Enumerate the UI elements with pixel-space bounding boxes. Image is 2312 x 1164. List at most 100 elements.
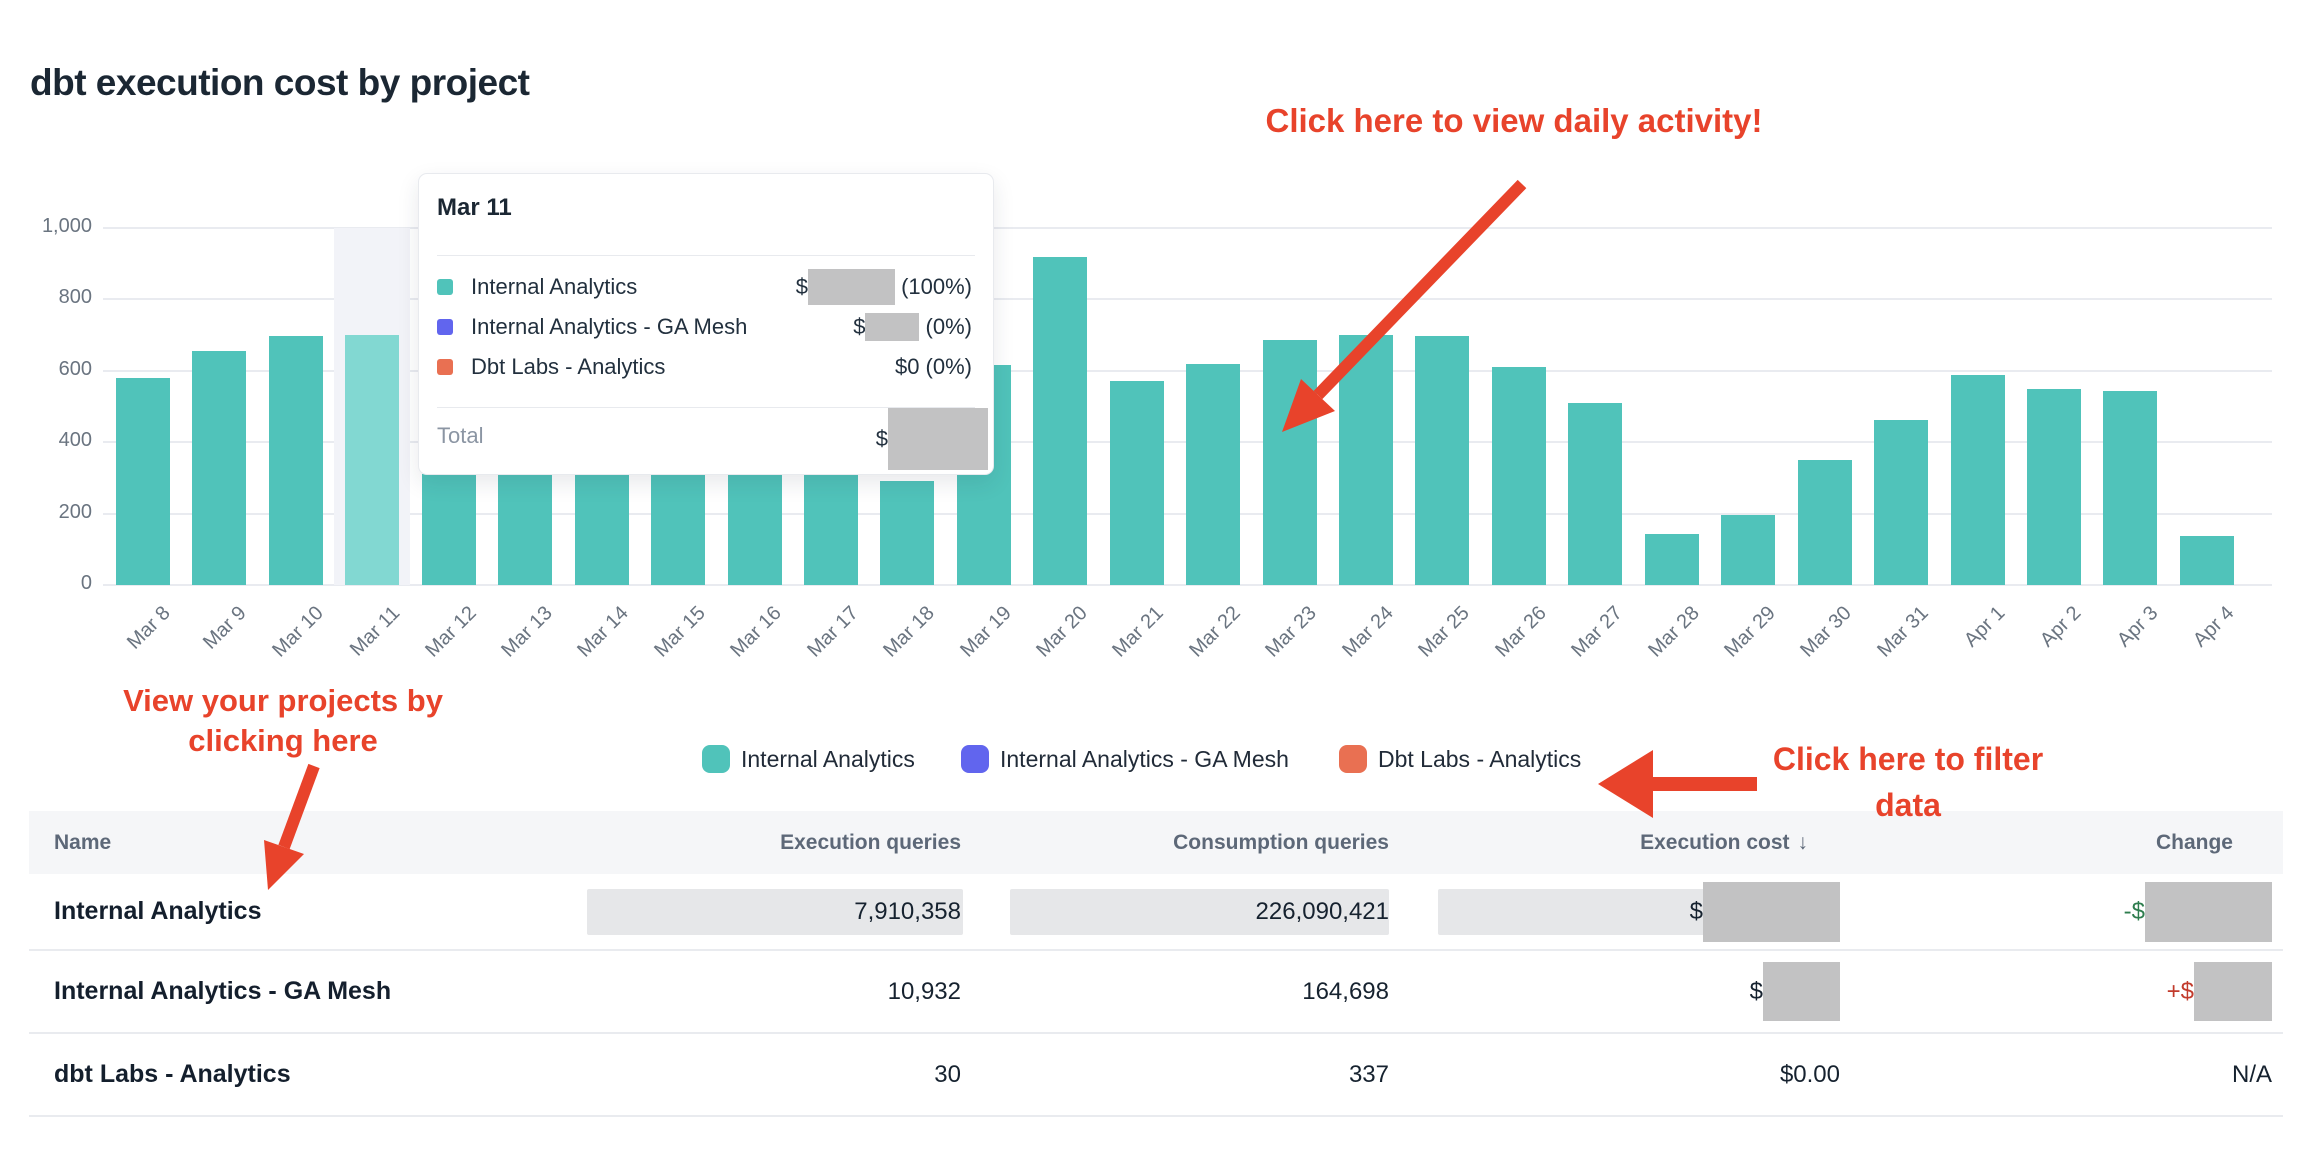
- legend-label: Dbt Labs - Analytics: [1378, 745, 1582, 772]
- column-header-change[interactable]: Change: [2155, 830, 2233, 854]
- arrow-to-table-row: [264, 763, 320, 890]
- x-axis-tick-label: Mar 12: [420, 602, 481, 662]
- bar-mar-29[interactable]: [1721, 515, 1776, 585]
- x-axis-tick-label: Mar 14: [573, 602, 634, 662]
- tooltip-total-value: $: [876, 408, 988, 470]
- bar-mar-17[interactable]: [803, 474, 858, 585]
- x-axis-tick-label: Apr 3: [2112, 602, 2163, 652]
- project-name-cell[interactable]: Internal Analytics - GA Mesh: [54, 977, 392, 1005]
- legend-item-3[interactable]: Dbt Labs - Analytics: [1339, 745, 1581, 773]
- bar-mar-16[interactable]: [727, 474, 782, 585]
- tooltip-row-value: $0 (0%): [894, 354, 972, 379]
- bar-mar-22[interactable]: [1186, 364, 1241, 585]
- x-axis-tick-label: Mar 30: [1796, 602, 1857, 662]
- legend-swatch-icon: [437, 319, 453, 335]
- page-title: dbt execution cost by project: [30, 62, 530, 103]
- change-prefix: -$: [2123, 897, 2145, 925]
- table-row[interactable]: Internal Analytics 7,910,358 226,090,421 $ -…: [29, 874, 2283, 951]
- x-axis-tick-label: Mar 29: [1720, 602, 1780, 662]
- change-cell: +$: [2167, 951, 2272, 1032]
- annotation-daily-activity: Click here to view daily activity!: [1265, 102, 1763, 139]
- bar-mar-8[interactable]: [116, 378, 170, 585]
- column-header-execution-cost[interactable]: Execution cost ↓: [1640, 830, 1808, 854]
- project-name-cell[interactable]: Internal Analytics: [54, 897, 262, 925]
- value-percent: (0%): [919, 314, 972, 339]
- value-prefix: $: [795, 274, 808, 299]
- x-axis-tick-label: Mar 25: [1414, 602, 1475, 662]
- legend-item-1[interactable]: Internal Analytics: [702, 745, 915, 773]
- legend-label: Internal Analytics: [741, 745, 915, 772]
- bar-mar-21[interactable]: [1109, 381, 1164, 585]
- x-axis-tick-label: Mar 27: [1567, 602, 1627, 662]
- execution-cost-cell: $0.00: [1779, 1060, 1840, 1088]
- bar-mar-11[interactable]: [345, 335, 400, 585]
- bar-apr-3[interactable]: [2103, 391, 2158, 585]
- table-row[interactable]: dbt Labs - Analytics 30 337 $0.00 N/A: [29, 1034, 2283, 1117]
- legend-swatch-icon: [437, 279, 453, 295]
- bar-mar-25[interactable]: [1415, 336, 1470, 585]
- change-cell: -$: [2124, 874, 2272, 949]
- projects-table: Name Execution queries Consumption queries…: [29, 811, 2283, 1117]
- x-axis-tick-label: Mar 26: [1490, 602, 1551, 662]
- bar-mar-18[interactable]: [880, 481, 935, 585]
- bar-mar-23[interactable]: [1262, 340, 1317, 585]
- value-prefix: $: [1689, 897, 1703, 925]
- tooltip-row: Internal Analytics - GA Mesh $ (0%): [437, 307, 972, 347]
- x-axis-tick-label: Mar 9: [199, 602, 252, 654]
- consumption-queries-cell: 226,090,421: [1255, 897, 1389, 925]
- bar-mar-9[interactable]: [192, 351, 247, 585]
- tooltip-row: Dbt Labs - Analytics $0 (0%): [437, 347, 972, 387]
- execution-queries-cell: 7,910,358: [854, 897, 961, 925]
- x-axis-tick-label: Mar 18: [879, 602, 939, 662]
- annotation-view-projects: View your projects by clicking here: [123, 683, 443, 758]
- value-prefix: $: [853, 314, 866, 339]
- bar-mar-13[interactable]: [498, 474, 553, 585]
- legend-swatch-icon: [437, 359, 453, 375]
- column-header-execution-queries[interactable]: Execution queries: [780, 830, 961, 854]
- bar-mar-28[interactable]: [1644, 534, 1699, 585]
- bar-mar-24[interactable]: [1339, 335, 1394, 585]
- x-axis-tick-label: Mar 15: [650, 602, 710, 662]
- x-axis-tick-label: Mar 23: [1261, 602, 1322, 662]
- bar-mar-14[interactable]: [574, 474, 629, 585]
- x-axis-tick-label: Mar 22: [1185, 602, 1245, 662]
- x-axis-tick-label: Mar 28: [1643, 602, 1704, 662]
- x-axis-tick-label: Mar 13: [497, 602, 557, 662]
- column-header-name[interactable]: Name: [54, 830, 112, 854]
- x-axis-tick-label: Apr 1: [1959, 602, 2010, 652]
- bar-mar-20[interactable]: [1033, 257, 1088, 585]
- x-axis-tick-label: Mar 10: [267, 602, 328, 662]
- execution-queries-cell: 30: [934, 1060, 961, 1088]
- bar-mar-26[interactable]: [1491, 367, 1546, 585]
- bar-apr-4[interactable]: [2179, 536, 2234, 585]
- tooltip-total-label: Total: [437, 423, 484, 448]
- execution-cost-cell: $: [1750, 951, 1840, 1032]
- change-prefix: +$: [2166, 977, 2194, 1005]
- tooltip-row: Internal Analytics $ (100%): [437, 267, 972, 307]
- project-name-cell[interactable]: dbt Labs - Analytics: [54, 1060, 291, 1088]
- bar-mar-10[interactable]: [268, 336, 323, 585]
- y-axis-tick-label: 200: [58, 500, 92, 523]
- tooltip-row-label: Internal Analytics - GA Mesh: [471, 314, 748, 339]
- legend-item-2[interactable]: Internal Analytics - GA Mesh: [961, 745, 1289, 773]
- redacted-value: [1703, 881, 1840, 942]
- bar-mar-30[interactable]: [1797, 460, 1852, 585]
- bar-mar-31[interactable]: [1874, 420, 1929, 585]
- bar-mar-12[interactable]: [421, 474, 476, 585]
- execution-cost-cell: $: [1690, 874, 1840, 949]
- bar-apr-2[interactable]: [2027, 389, 2081, 585]
- bar-mar-27[interactable]: [1568, 403, 1623, 585]
- redacted-value: [807, 269, 895, 305]
- chart-gridline: [103, 584, 2272, 586]
- table-row[interactable]: Internal Analytics - GA Mesh 10,932 164,69…: [29, 951, 2283, 1034]
- redacted-value: [1763, 962, 1840, 1021]
- y-axis-tick-label: 800: [58, 286, 92, 309]
- bar-apr-1[interactable]: [1950, 375, 2005, 585]
- arrow-to-chart: [1282, 179, 1527, 432]
- tooltip-total-prefix: $: [875, 426, 888, 451]
- x-axis-tick-label: Mar 31: [1873, 602, 1933, 662]
- column-header-consumption-queries[interactable]: Consumption queries: [1173, 830, 1389, 854]
- redacted-value: [2145, 881, 2272, 942]
- redacted-value: [2194, 962, 2272, 1021]
- bar-mar-15[interactable]: [651, 474, 706, 585]
